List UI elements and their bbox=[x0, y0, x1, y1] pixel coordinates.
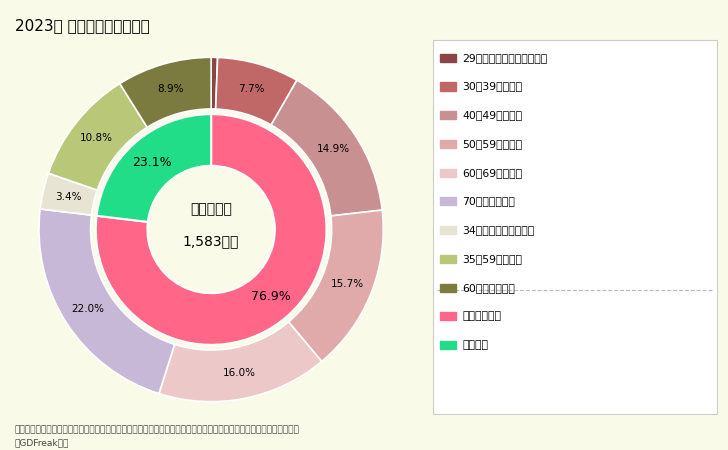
Text: 単身世帯: 単身世帯 bbox=[462, 340, 488, 350]
Wedge shape bbox=[120, 57, 211, 127]
Text: 二人以上世帯: 二人以上世帯 bbox=[462, 311, 502, 321]
Text: 60歳以上（〃）: 60歳以上（〃） bbox=[462, 283, 515, 293]
Wedge shape bbox=[39, 209, 175, 394]
Text: 70歳以上（〃）: 70歳以上（〃） bbox=[462, 196, 515, 207]
Text: 50〜59歳（〃）: 50〜59歳（〃） bbox=[462, 139, 523, 149]
Text: 3.4%: 3.4% bbox=[55, 192, 82, 202]
Text: 消費支出額: 消費支出額 bbox=[190, 202, 232, 216]
Text: 29歳以下（二人以上世帯）: 29歳以下（二人以上世帯） bbox=[462, 53, 547, 63]
Text: 10.8%: 10.8% bbox=[80, 133, 113, 144]
Wedge shape bbox=[215, 58, 297, 125]
Wedge shape bbox=[271, 80, 382, 216]
Text: GDFreak推計: GDFreak推計 bbox=[15, 439, 69, 448]
Text: 76.9%: 76.9% bbox=[250, 290, 290, 303]
Wedge shape bbox=[211, 57, 218, 109]
Text: 8.9%: 8.9% bbox=[157, 84, 184, 94]
Text: 2023年 消費支出の世帯構成: 2023年 消費支出の世帯構成 bbox=[15, 18, 149, 33]
Text: 14.9%: 14.9% bbox=[317, 144, 350, 154]
Text: 23.1%: 23.1% bbox=[132, 156, 172, 169]
Text: 1,583億円: 1,583億円 bbox=[183, 234, 240, 248]
Wedge shape bbox=[159, 322, 322, 402]
Text: 30〜39歳（〃）: 30〜39歳（〃） bbox=[462, 81, 523, 91]
Text: 40〜49歳（〃）: 40〜49歳（〃） bbox=[462, 110, 523, 120]
Wedge shape bbox=[288, 210, 384, 361]
Text: 出所：『家計調査』（総務省）及び『日本の世帯数の将来推計（全国推計）』（国立社会保障・人口問題研究所）から: 出所：『家計調査』（総務省）及び『日本の世帯数の将来推計（全国推計）』（国立社会… bbox=[15, 425, 299, 434]
Text: 22.0%: 22.0% bbox=[71, 304, 105, 314]
Wedge shape bbox=[40, 173, 98, 215]
Wedge shape bbox=[97, 114, 211, 222]
Text: 34歳以下（単身世帯）: 34歳以下（単身世帯） bbox=[462, 225, 534, 235]
Wedge shape bbox=[96, 114, 326, 345]
Text: 15.7%: 15.7% bbox=[331, 279, 363, 289]
Text: 7.7%: 7.7% bbox=[238, 84, 265, 94]
Text: 60〜69歳（〃）: 60〜69歳（〃） bbox=[462, 168, 523, 178]
Text: 16.0%: 16.0% bbox=[223, 368, 256, 378]
Text: 35〜59歳（〃）: 35〜59歳（〃） bbox=[462, 254, 522, 264]
Wedge shape bbox=[48, 84, 147, 190]
